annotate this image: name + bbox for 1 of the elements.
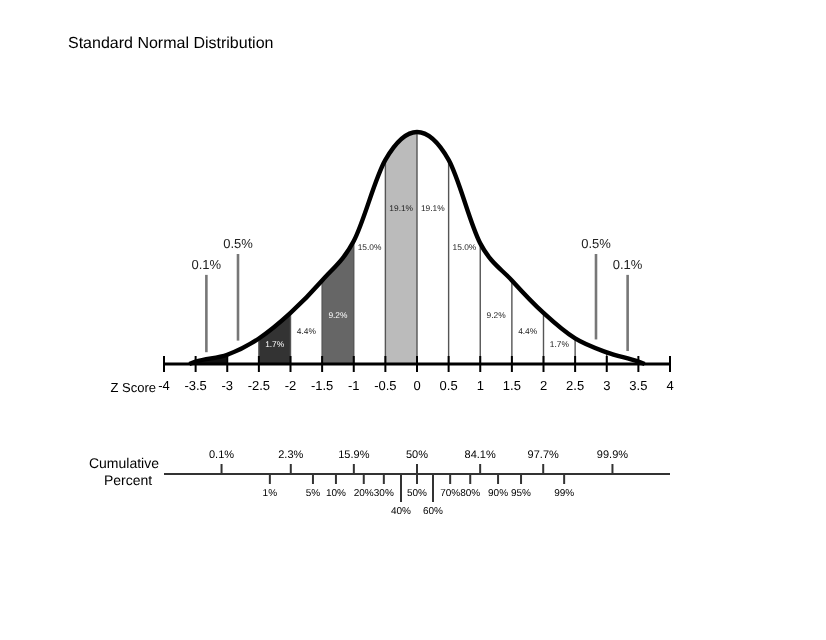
chart-title: Standard Normal Distribution [68,34,274,52]
